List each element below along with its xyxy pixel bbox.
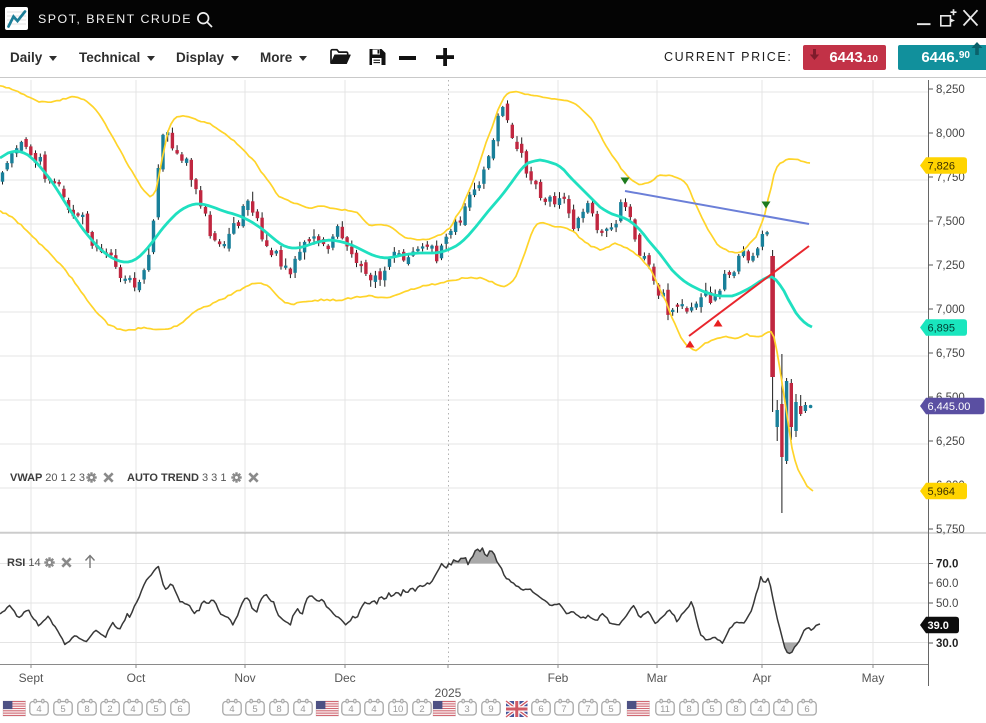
svg-text:7: 7 xyxy=(585,704,590,715)
svg-text:3: 3 xyxy=(464,704,469,715)
svg-text:9: 9 xyxy=(488,704,493,715)
svg-text:6,445.00: 6,445.00 xyxy=(928,401,971,413)
svg-text:8,000: 8,000 xyxy=(936,128,965,140)
svg-text:4: 4 xyxy=(780,704,785,715)
svg-text:Dec: Dec xyxy=(334,671,355,685)
svg-text:5: 5 xyxy=(252,704,257,715)
svg-text:7,826: 7,826 xyxy=(928,161,956,173)
svg-text:6,750: 6,750 xyxy=(936,348,965,360)
svg-text:8: 8 xyxy=(686,704,691,715)
svg-text:6: 6 xyxy=(177,704,182,715)
svg-text:7: 7 xyxy=(561,704,566,715)
svg-text:4: 4 xyxy=(348,704,353,715)
svg-text:8: 8 xyxy=(84,704,89,715)
svg-text:2: 2 xyxy=(107,704,112,715)
svg-text:4: 4 xyxy=(757,704,762,715)
svg-text:Nov: Nov xyxy=(234,671,255,685)
svg-text:5: 5 xyxy=(608,704,613,715)
svg-text:Apr: Apr xyxy=(753,671,772,685)
svg-text:5: 5 xyxy=(709,704,714,715)
svg-text:Mar: Mar xyxy=(647,671,668,685)
svg-text:39.0: 39.0 xyxy=(928,620,949,632)
svg-text:4: 4 xyxy=(130,704,135,715)
svg-text:5,964: 5,964 xyxy=(928,486,956,498)
svg-text:11: 11 xyxy=(660,704,670,715)
svg-text:6,895: 6,895 xyxy=(928,323,956,335)
svg-text:Feb: Feb xyxy=(548,671,569,685)
svg-text:2025: 2025 xyxy=(435,686,462,700)
svg-text:60.0: 60.0 xyxy=(936,578,958,590)
svg-text:5: 5 xyxy=(60,704,65,715)
svg-text:8,250: 8,250 xyxy=(936,84,965,96)
svg-text:7,750: 7,750 xyxy=(936,172,965,184)
svg-text:6,250: 6,250 xyxy=(936,436,965,448)
svg-text:5: 5 xyxy=(153,704,158,715)
svg-text:7,250: 7,250 xyxy=(936,260,965,272)
svg-text:7,000: 7,000 xyxy=(936,304,965,316)
svg-text:50.0: 50.0 xyxy=(936,598,958,610)
svg-text:5,750: 5,750 xyxy=(936,524,965,536)
svg-text:4: 4 xyxy=(300,704,305,715)
svg-text:4: 4 xyxy=(371,704,376,715)
svg-text:4: 4 xyxy=(229,704,234,715)
svg-text:10: 10 xyxy=(393,704,404,715)
svg-text:2: 2 xyxy=(419,704,424,715)
svg-text:May: May xyxy=(862,671,885,685)
svg-text:4: 4 xyxy=(36,704,41,715)
svg-text:AUTO TREND 3 3 1: AUTO TREND 3 3 1 xyxy=(127,472,226,484)
svg-text:RSI 14: RSI 14 xyxy=(7,557,41,569)
svg-text:Oct: Oct xyxy=(127,671,146,685)
svg-text:7,500: 7,500 xyxy=(936,216,965,228)
svg-text:70.0: 70.0 xyxy=(936,559,958,571)
svg-text:8: 8 xyxy=(733,704,738,715)
svg-text:30.0: 30.0 xyxy=(936,638,958,650)
svg-text:6: 6 xyxy=(538,704,543,715)
svg-text:6: 6 xyxy=(804,704,809,715)
svg-text:Sept: Sept xyxy=(19,671,44,685)
svg-text:VWAP 20 1 2 3: VWAP 20 1 2 3 xyxy=(10,472,85,484)
svg-text:8: 8 xyxy=(276,704,281,715)
